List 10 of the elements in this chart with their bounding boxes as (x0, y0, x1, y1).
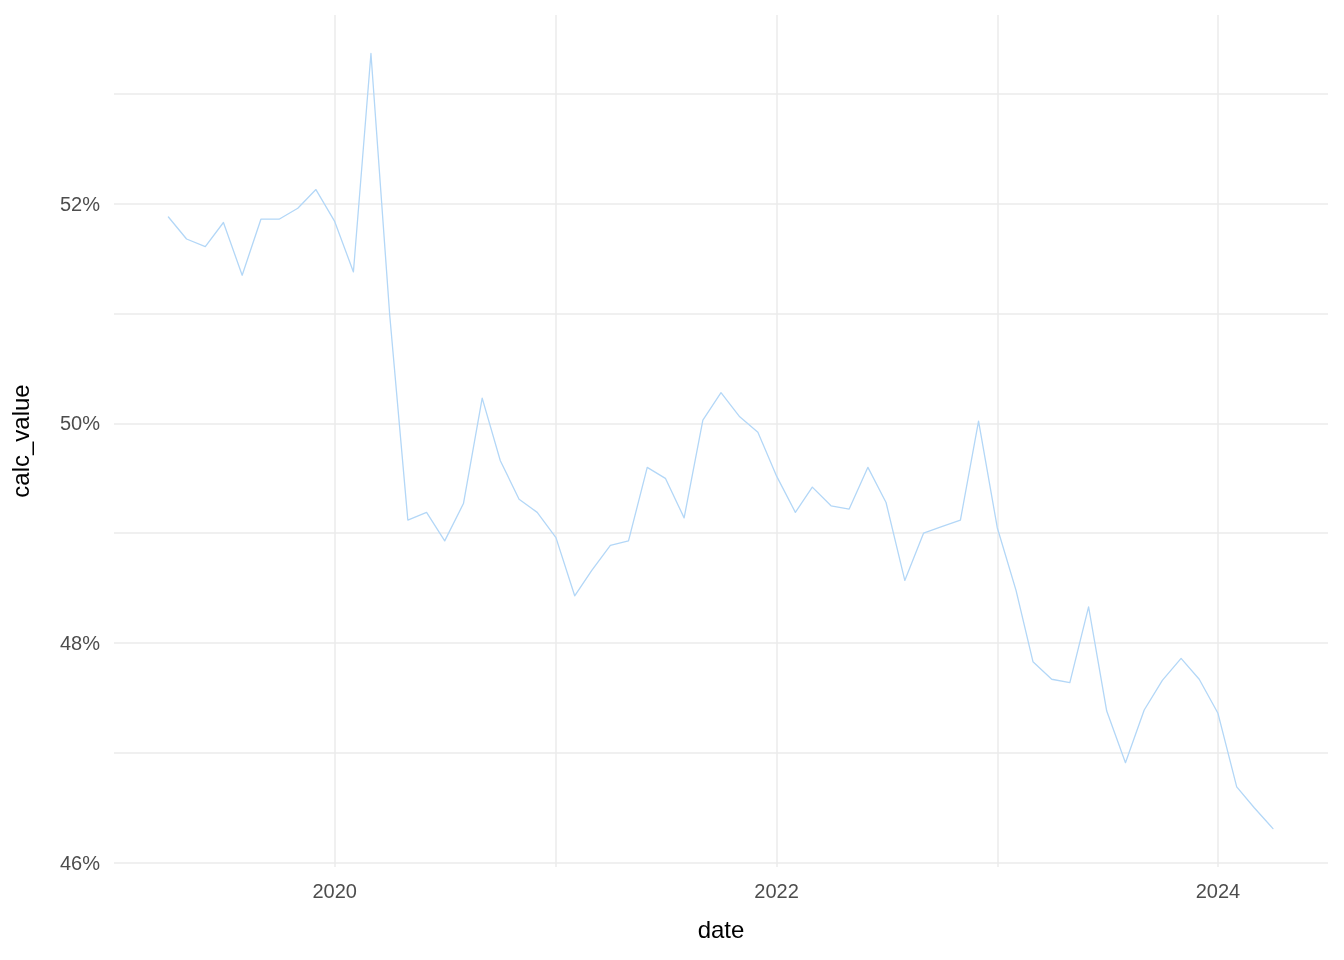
line-series (167, 52, 1274, 830)
y-tick-label: 48% (59, 632, 101, 655)
y-tick-label: 52% (59, 192, 101, 215)
y-tick-label: 50% (59, 412, 101, 435)
y-axis-title: calc_value (6, 384, 34, 498)
x-tick-label: 2024 (1195, 880, 1241, 902)
x-axis-title: date (697, 915, 745, 943)
y-tick-label: 46% (59, 851, 101, 874)
x-tick-label: 2020 (312, 880, 357, 902)
x-tick-label: 2022 (754, 880, 799, 902)
